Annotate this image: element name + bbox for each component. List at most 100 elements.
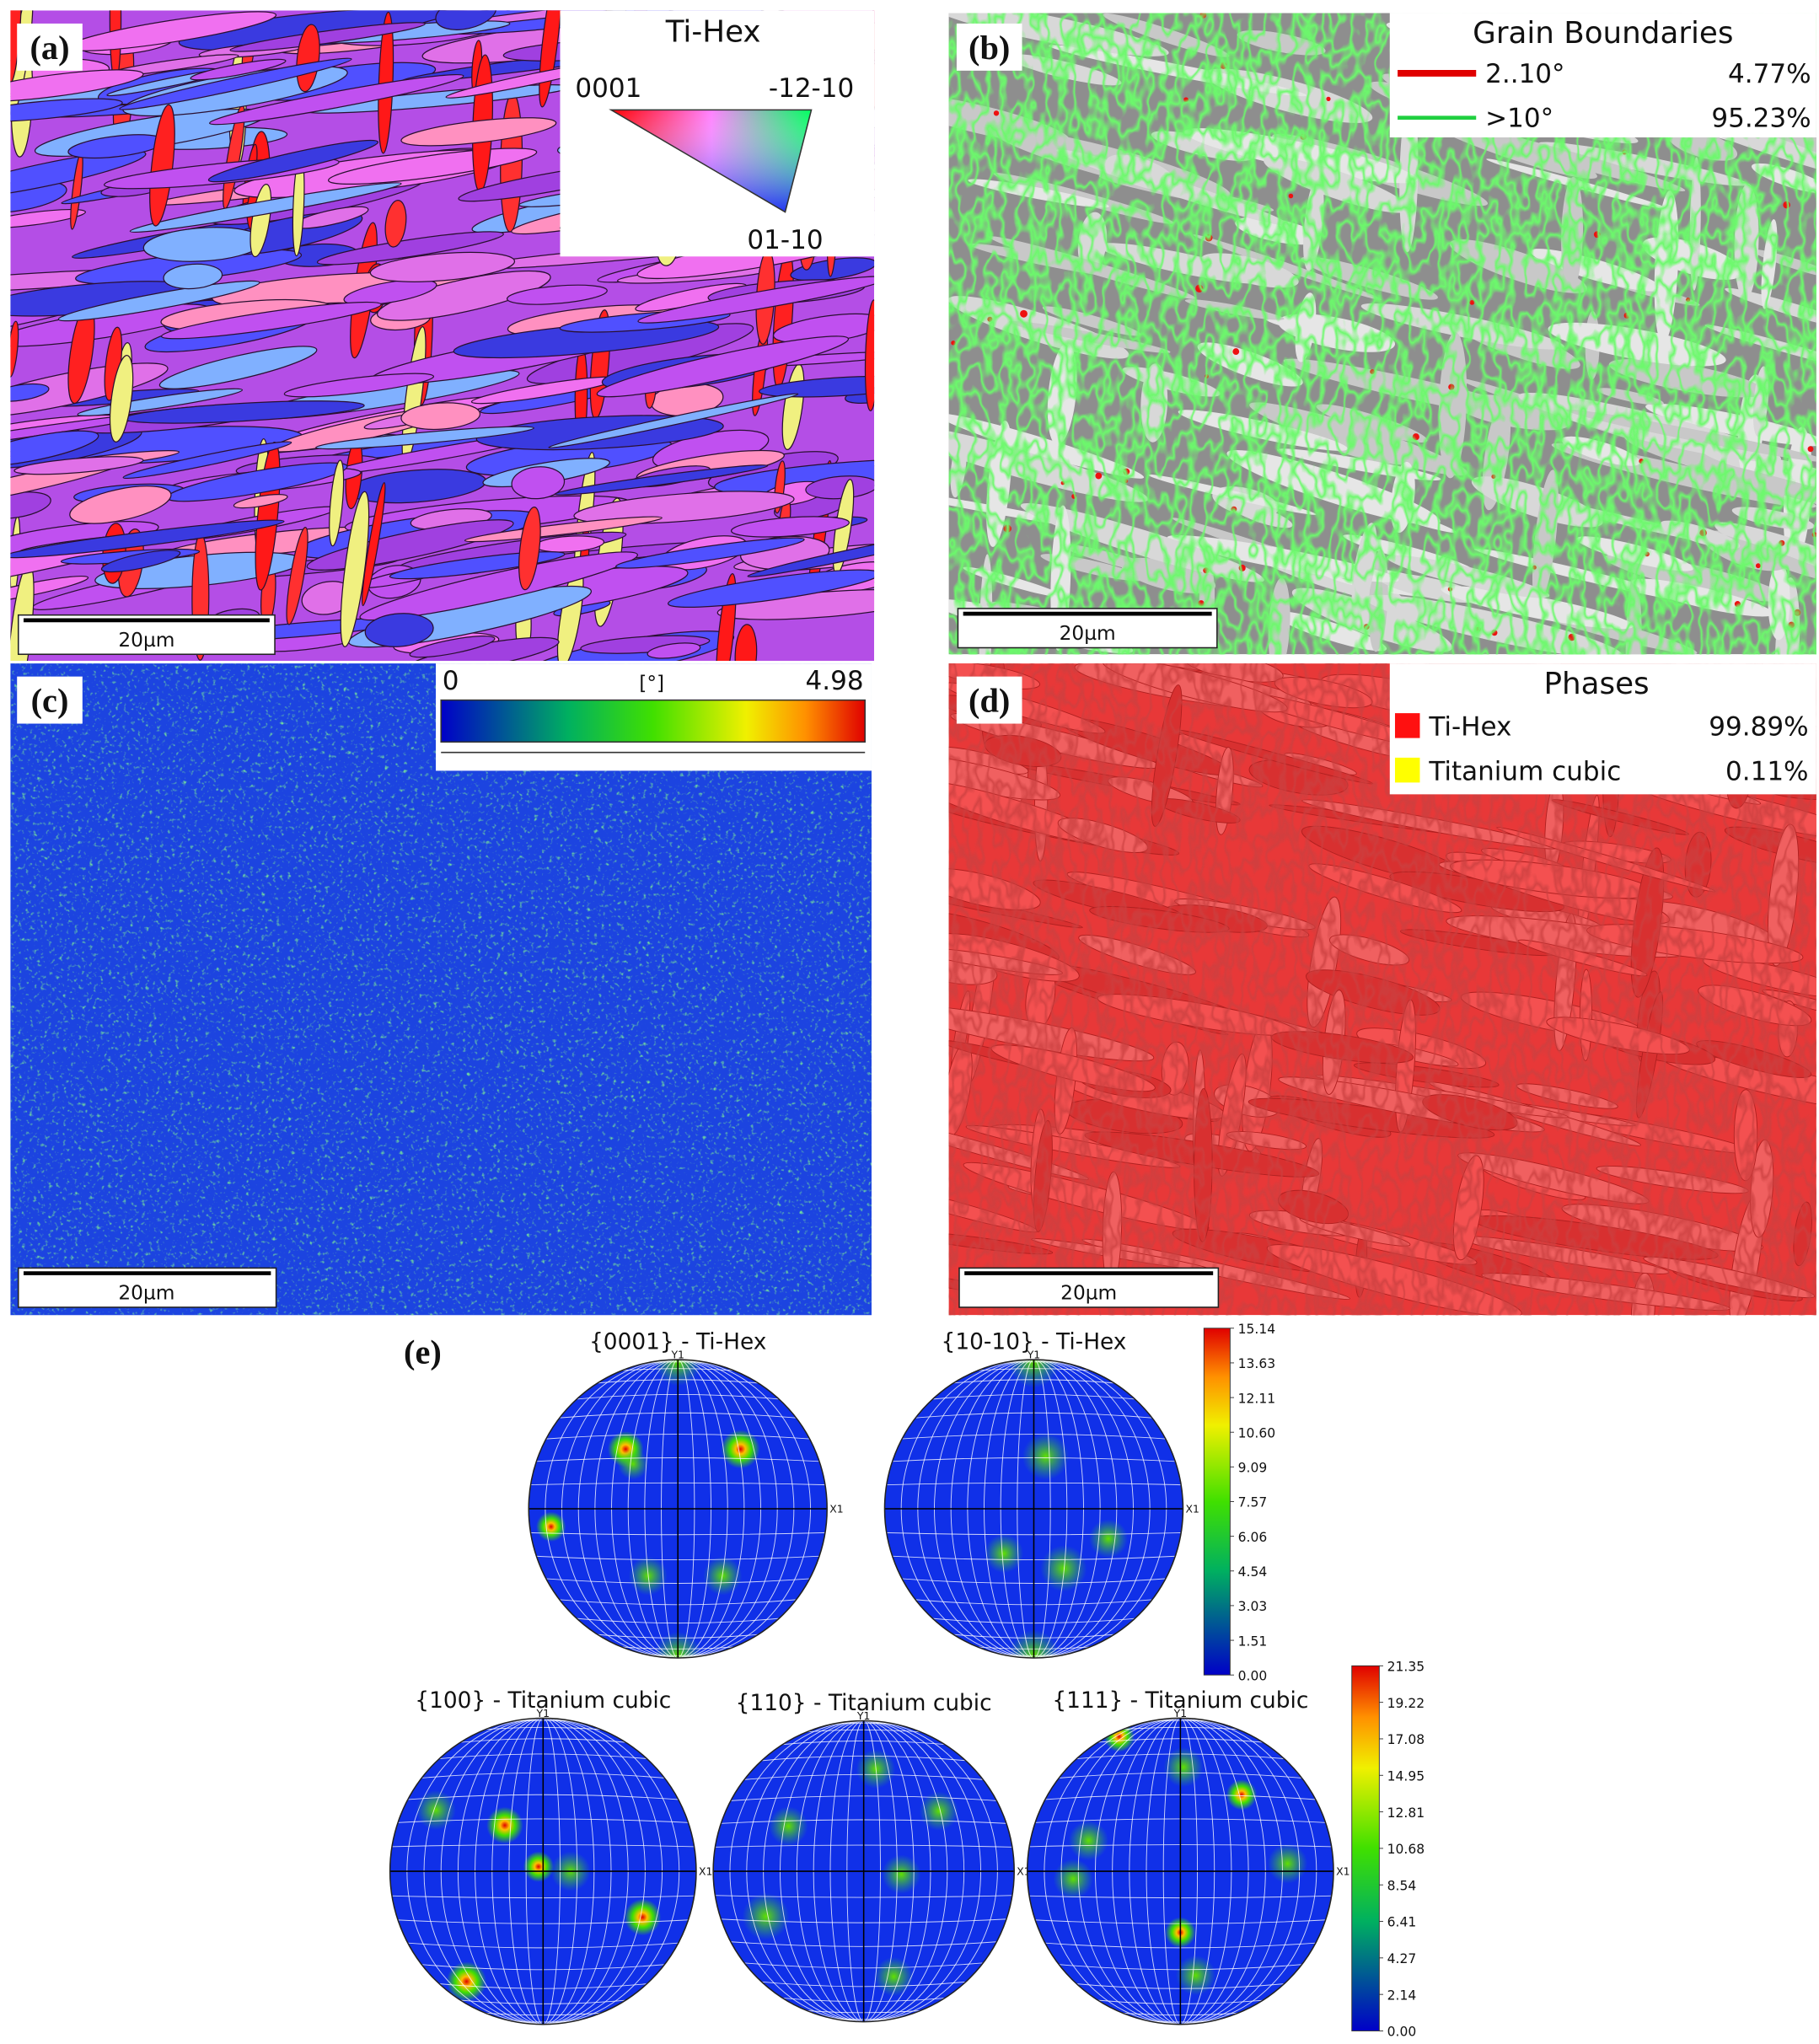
lamella — [122, 441, 292, 480]
lamella — [758, 375, 875, 398]
intensity-spot — [1088, 1519, 1128, 1558]
lamella — [10, 150, 147, 199]
colorbar-tick-label: 9.09 — [1238, 1461, 1268, 1476]
lamella — [207, 139, 379, 183]
colorbar-tick-label: 4.54 — [1238, 1564, 1268, 1580]
lamella — [10, 320, 19, 378]
lamella — [400, 402, 481, 431]
legend-value: 99.89% — [1709, 712, 1808, 743]
intensity-spot — [416, 1789, 456, 1831]
lamella — [747, 528, 875, 577]
lamella — [10, 430, 99, 467]
lamella — [435, 10, 497, 30]
lamella — [233, 493, 288, 509]
lamella — [57, 280, 260, 322]
colorbar-tick-label: 6.06 — [1238, 1530, 1268, 1545]
lamella — [506, 284, 608, 305]
lamella — [730, 516, 850, 538]
lamella — [283, 373, 435, 398]
pole-figure-title: {100} - Titanium cubic — [415, 1688, 671, 1714]
lamella — [511, 466, 566, 500]
label-box — [17, 676, 83, 724]
intensity-spot — [536, 1511, 566, 1542]
colorbar-tick-label: 14.95 — [1387, 1768, 1425, 1784]
misorientation-specks — [10, 663, 872, 1316]
colorbar-tick-label: 0.00 — [1238, 1668, 1268, 1683]
colorbar-tick-label: 10.68 — [1387, 1842, 1425, 1857]
intensity-spot — [742, 1892, 790, 1940]
lamella — [400, 117, 557, 147]
colorbar-tick-label: 1.51 — [1238, 1634, 1268, 1649]
lamella — [69, 486, 172, 524]
scale-bar-label: 20µm — [1060, 622, 1116, 645]
pole-outline — [389, 1717, 697, 2025]
scale-bar-label: 20µm — [118, 629, 174, 652]
pole-outline — [712, 1719, 1015, 2023]
colorbar-tick-label: 15.14 — [1238, 1322, 1275, 1337]
colorbar — [1351, 1665, 1380, 2031]
lamella — [573, 491, 795, 524]
legend-label: Ti-Hex — [1428, 712, 1511, 743]
panel-label: (a) — [30, 29, 69, 67]
colorbar-tick-label: 4.27 — [1387, 1951, 1417, 1966]
colorbar-unit: [°] — [639, 672, 664, 695]
lamella — [343, 279, 437, 306]
legend-title: Grain Boundaries — [1473, 16, 1733, 51]
panel-label: (e) — [404, 1333, 442, 1371]
scale-bar-label: 20µm — [118, 1282, 174, 1305]
ipf-triangle-shade — [609, 109, 813, 213]
colorbar-tick-label: 21.35 — [1387, 1660, 1425, 1675]
axis-label: X1 — [699, 1865, 712, 1878]
label-box — [956, 23, 1022, 71]
lamella — [286, 527, 309, 625]
legend-title: Phases — [1543, 667, 1649, 701]
lamella — [464, 516, 663, 543]
colorbar-tick-label: 0.00 — [1387, 2025, 1417, 2040]
lamella — [119, 57, 352, 110]
lamella — [637, 276, 875, 324]
colorbar — [1203, 1328, 1231, 1676]
axis-label: Y1 — [1173, 1707, 1187, 1719]
pole-outline — [883, 1359, 1184, 1659]
lamella — [518, 506, 541, 591]
lamella — [734, 624, 758, 662]
pole-figure-title: {10-10} - Ti-Hex — [942, 1330, 1127, 1355]
lamella — [361, 482, 386, 607]
lamella — [647, 642, 701, 659]
intensity-spot — [446, 1961, 487, 2002]
lamella — [864, 299, 875, 411]
lamella — [149, 104, 175, 227]
lamella — [163, 263, 223, 290]
colorbar-tick-label: 17.08 — [1387, 1732, 1425, 1747]
lamella — [376, 270, 551, 321]
lamella — [190, 58, 287, 81]
colorbar-tick-label: 8.54 — [1387, 1878, 1417, 1893]
pole-content — [884, 1360, 1183, 1659]
legend-swatch — [1394, 713, 1420, 738]
ipf-corner: 0001 — [575, 73, 641, 104]
lamella — [10, 519, 285, 559]
lamella — [369, 251, 516, 282]
pole-content — [389, 1718, 696, 2025]
panel-label: (b) — [969, 29, 1010, 67]
axis-label: X1 — [1186, 1503, 1199, 1516]
intensity-spot — [1053, 1859, 1093, 1899]
lamella — [13, 456, 144, 475]
ipf-corner: 01-10 — [747, 225, 823, 255]
colorbar-max: 4.98 — [806, 666, 864, 696]
lamella — [329, 459, 345, 547]
lamella — [160, 301, 382, 340]
lamella — [109, 355, 134, 443]
lamella — [100, 550, 181, 573]
intensity-spot — [486, 1806, 523, 1844]
intensity-spot — [1040, 1545, 1087, 1592]
ipf-title: Ti-Hex — [665, 15, 761, 50]
lamella — [10, 98, 123, 123]
lamella — [10, 383, 50, 402]
colorbar-tick-label: 19.22 — [1387, 1696, 1425, 1711]
lamella — [384, 200, 407, 248]
